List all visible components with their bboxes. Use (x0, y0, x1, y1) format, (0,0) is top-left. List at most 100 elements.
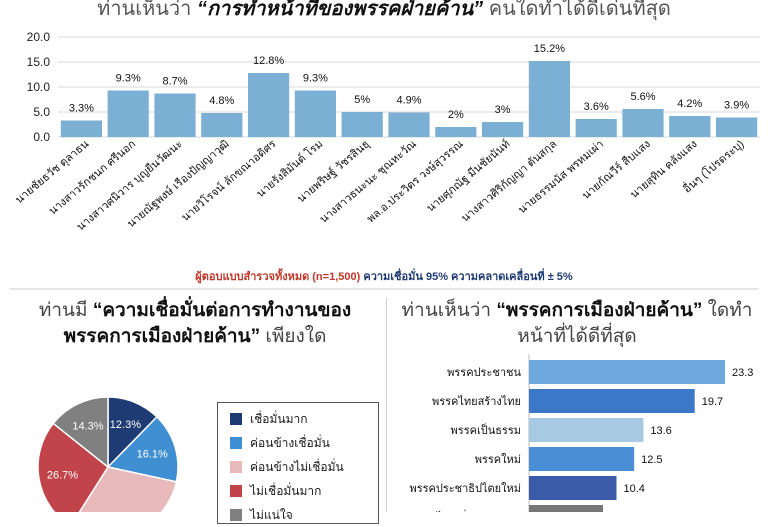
bar (716, 117, 758, 137)
title-emphasis: “การทำหน้าที่ของพรรคฝ่ายค้าน” (196, 0, 484, 20)
hbar-category-label: พรรคประชาชน (447, 367, 521, 379)
pie-slice (78, 466, 178, 512)
right-title-line2: หน้าที่ได้ดีที่สุด (517, 326, 637, 347)
x-category-label: นางสาวรักชนก ศรีนอก (46, 137, 138, 217)
bar (622, 109, 664, 137)
hbar-value-label: 19.7 (702, 396, 723, 408)
bar (575, 119, 617, 137)
legend-label: ค่อนข้างเชื่อมั่น (250, 435, 330, 450)
pie-slice (52, 396, 109, 469)
title-prefix: ท่านเห็นว่า (97, 0, 197, 20)
y-tick-label: 20.0 (27, 30, 51, 44)
survey-note: ผู้ตอบแบบสำรวจทั้งหมด (n=1,500) ความเชื่… (0, 267, 768, 285)
confidence-pie-chart: 12.3% 16.1% 26.7% 14.3% (37, 396, 179, 512)
legend-label: ไม่แน่ใจ (250, 507, 293, 522)
bar (435, 127, 477, 137)
bar (669, 116, 711, 137)
legend-swatch (230, 413, 242, 425)
x-category-label: นายศุภณัฐ มีนชัยนันท์ (424, 137, 513, 214)
bar (60, 120, 102, 137)
bar (154, 93, 196, 137)
hbar-category-label: พรรคไทยสร้างไทย (432, 395, 521, 408)
pie-slice-label: 26.7% (47, 470, 78, 482)
hbar-value-label: 23.3 (732, 367, 753, 379)
legend-swatch (230, 461, 242, 473)
bar (107, 90, 149, 137)
hbar-value-label: 13.6 (650, 425, 671, 437)
pie-slice (37, 422, 109, 512)
hbar-category-label: พรรคเป็นธรรม (451, 423, 521, 437)
x-category-label: นายธรรมนัส พรหมเผ่า (516, 138, 606, 216)
hbar (529, 418, 644, 442)
legend-label: ไม่เชื่อมั่นมาก (250, 483, 322, 498)
hbar-value-label: 12.5 (641, 454, 662, 466)
bar (201, 113, 243, 137)
right-title-prefix: ท่านเห็นว่า (401, 300, 497, 321)
left-panel-title: ท่านมี “ความเชื่อมั่นต่อการทำงานของ พรรค… (12, 298, 378, 350)
y-tick-label: 5.0 (33, 105, 50, 119)
bar (294, 90, 336, 137)
bar-value-label: 9.3% (303, 73, 328, 85)
legend-item: ไม่เชื่อมั่นมาก (218, 479, 378, 503)
party-bar-chart: พรรคประชาชน 23.3 พรรคไทยสร้างไทย 19.7 พรรคเป… (397, 354, 753, 512)
right-panel-title: ท่านเห็นว่า “พรรคการเมืองฝ่ายค้าน” ใดทำ … (392, 298, 762, 350)
left-title-suffix: เพียงใด (260, 326, 327, 347)
bar (528, 61, 570, 137)
y-tick-label: 10.0 (27, 80, 51, 94)
legend-item: ค่อนข้างไม่เชื่อมั่น (218, 455, 378, 479)
hbar (529, 389, 695, 413)
hbar-category-label: พรรคใหม่ (475, 453, 521, 466)
top-bar-chart: 0.05.010.015.020.03.3%นายชัยธวัช ตุลาธน9… (13, 30, 760, 233)
bar-value-label: 9.3% (116, 73, 141, 85)
bar-value-label: 15.2% (534, 43, 565, 55)
pie-slice (106, 415, 179, 483)
bar-value-label: 3.6% (584, 101, 609, 113)
y-tick-label: 0.0 (33, 130, 50, 144)
legend-item: เชื่อมั่นมาก (218, 407, 378, 431)
legend-label: ค่อนข้างไม่เชื่อมั่น (250, 459, 344, 474)
left-title-emphasis-2: พรรคการเมืองฝ่ายค้าน” (63, 326, 261, 347)
x-category-label: นางสาวศิริกัญญา ตันสกุล (459, 138, 559, 225)
bar-value-label: 4.8% (209, 95, 234, 107)
bar-value-label: 3.9% (724, 100, 749, 112)
hbar-category-label: พรรคประชาธิปไตยใหม่ (409, 482, 521, 495)
legend-swatch (230, 437, 242, 449)
legend-label: เชื่อมั่นมาก (250, 411, 308, 426)
bar-value-label: 12.8% (253, 55, 284, 67)
pie-slice-label: 16.1% (137, 449, 168, 461)
bar-value-label: 5.6% (630, 91, 655, 103)
left-title-prefix: ท่านมี (38, 300, 93, 321)
left-title-emphasis-1: “ความเชื่อมั่นต่อการทำงานของ (92, 300, 352, 321)
hbar-value-label: 10.4 (623, 483, 644, 495)
y-tick-label: 15.0 (27, 55, 51, 69)
legend-item: ไม่แน่ใจ (218, 503, 378, 527)
hbar (529, 505, 604, 512)
bar (248, 73, 290, 137)
hbar (529, 476, 617, 500)
bar-value-label: 4.2% (677, 98, 702, 110)
bar-value-label: 5% (354, 94, 370, 106)
pie-legend: เชื่อมั่นมากค่อนข้างเชื่อมั่นค่อนข้างไม่… (217, 402, 379, 524)
legend-swatch (230, 485, 242, 497)
right-title-suffix: ใดทำ (702, 300, 753, 321)
legend-item: ค่อนข้างเชื่อมั่น (218, 431, 378, 455)
panel-divider (386, 298, 387, 512)
pie-slice-label: 14.3% (72, 420, 103, 432)
bar-value-label: 2% (448, 109, 464, 121)
pie-slice-label: 12.3% (110, 419, 141, 431)
right-title-emphasis: “พรรคการเมืองฝ่ายค้าน” (496, 300, 703, 321)
bar (388, 112, 430, 137)
section-divider (10, 288, 758, 290)
survey-note-sample: ผู้ตอบแบบสำรวจทั้งหมด (n=1,500) (195, 271, 361, 283)
bar (341, 112, 383, 137)
bar-value-label: 4.9% (396, 95, 421, 107)
hbar (529, 360, 725, 384)
bar (482, 122, 524, 137)
survey-note-confidence: ความเชื่อมั่น 95% ความคลาดเคลื่อนที่ ± 5… (360, 271, 573, 283)
bar-value-label: 8.7% (162, 76, 187, 88)
chart-title: ท่านเห็นว่า “การทำหน้าที่ของพรรคฝ่ายค้าน… (0, 0, 768, 24)
bar-value-label: 3.3% (69, 103, 94, 115)
legend-swatch (230, 509, 242, 521)
title-suffix: คนใดทำได้ดีเด่นที่สุด (483, 0, 671, 20)
hbar (529, 447, 635, 471)
